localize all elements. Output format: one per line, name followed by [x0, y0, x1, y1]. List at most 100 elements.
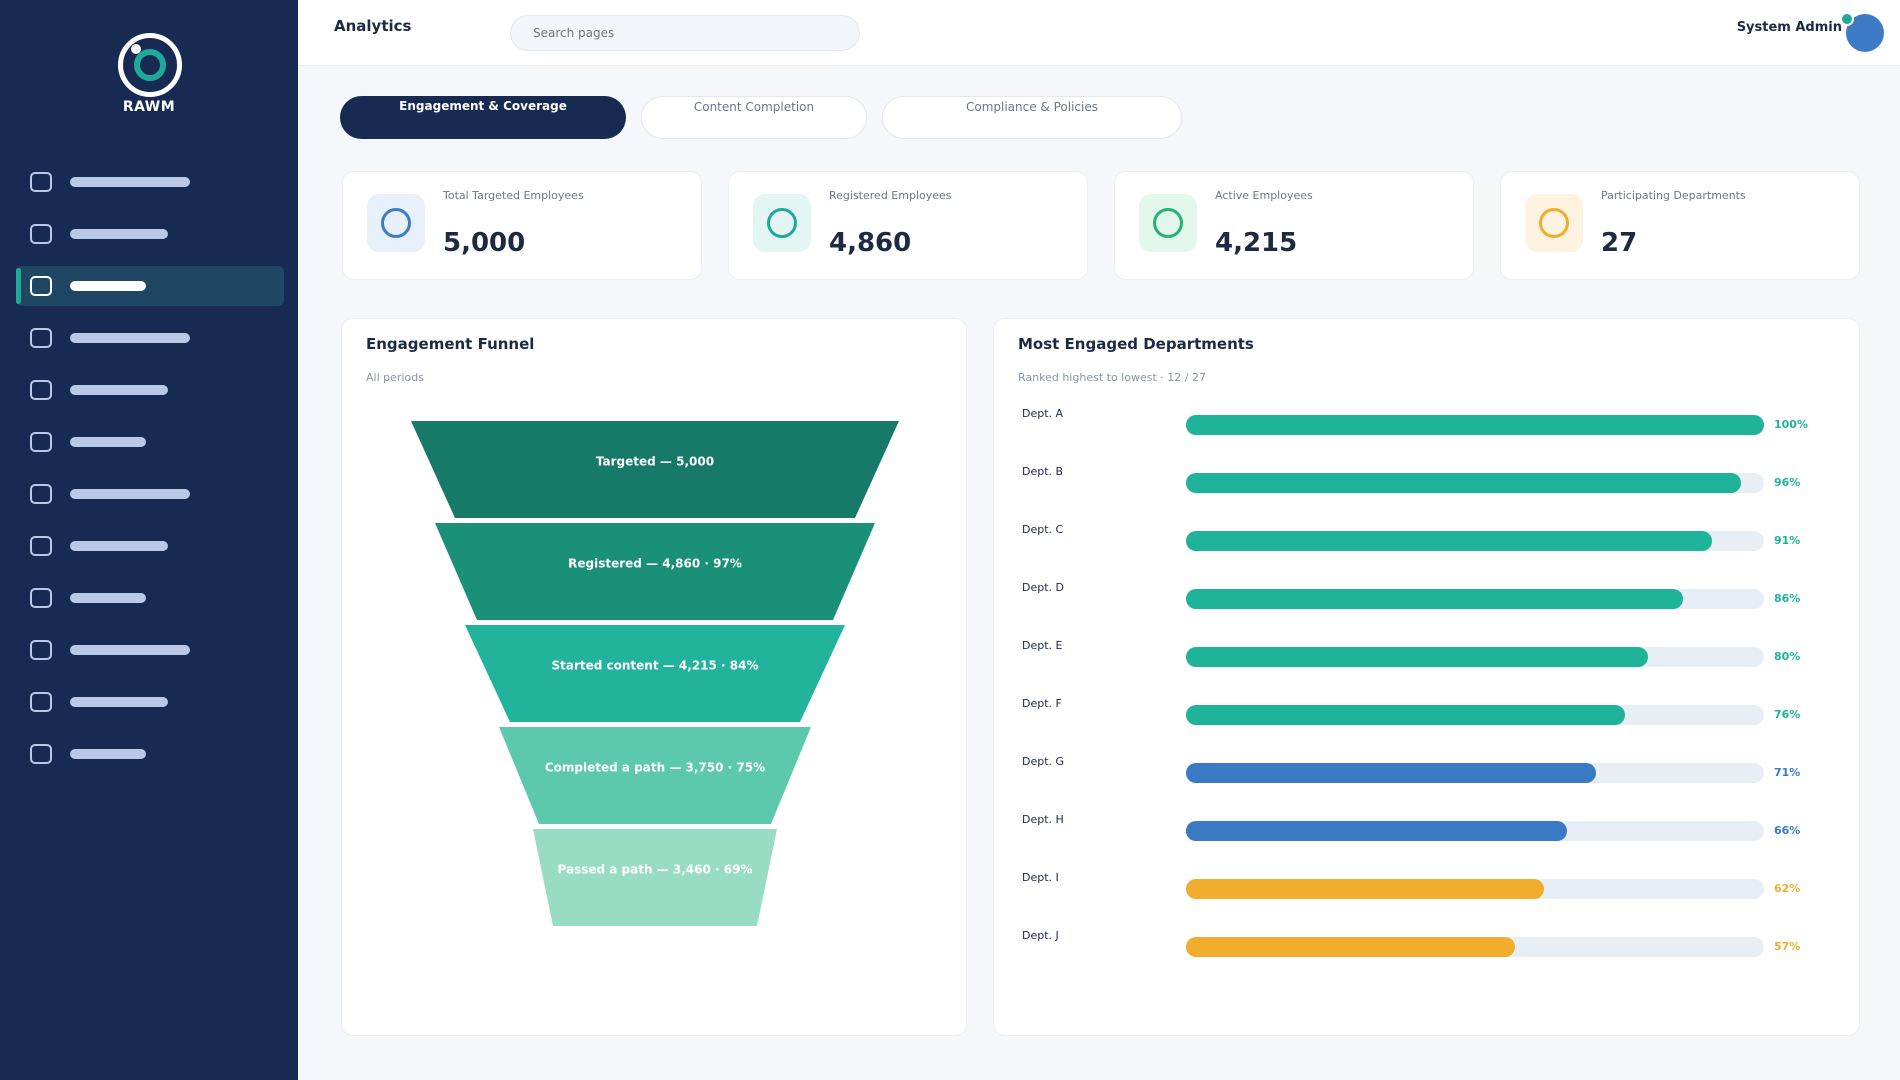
circle-icon — [1153, 208, 1183, 238]
sidebar-item[interactable] — [16, 162, 284, 202]
department-name: Dept. D — [1022, 581, 1064, 594]
department-bar — [1186, 879, 1545, 899]
department-bar-track — [1186, 763, 1764, 783]
department-percent: 86% — [1774, 592, 1801, 605]
kpi-label: Participating Departments — [1601, 189, 1746, 202]
search-input[interactable] — [510, 15, 860, 51]
sidebar-item[interactable] — [16, 682, 284, 722]
funnel-stage — [465, 625, 845, 722]
sidebar-item[interactable] — [16, 214, 284, 254]
brand-name: RAWM — [122, 99, 176, 115]
department-percent: 71% — [1774, 766, 1801, 779]
tab-label: Content Completion — [693, 100, 815, 114]
department-bar — [1186, 531, 1712, 551]
department-bar — [1186, 937, 1516, 957]
nav-label-placeholder — [70, 489, 190, 499]
nav-label-placeholder — [70, 645, 190, 655]
nav-square-icon — [30, 536, 52, 556]
panel-subtitle: Ranked highest to lowest · 12 / 27 — [1018, 371, 1206, 384]
kpi-icon-box — [1525, 194, 1583, 252]
tab-engagement-coverage[interactable]: Engagement & Coverage — [340, 96, 626, 139]
kpi-value: 4,860 — [829, 228, 912, 258]
topbar: Analytics System Admin — [298, 0, 1900, 66]
department-name: Dept. J — [1022, 929, 1059, 942]
logo-dot — [131, 44, 141, 54]
department-percent: 76% — [1774, 708, 1801, 721]
department-row: Dept. E 80% — [1018, 639, 1838, 669]
department-percent: 100% — [1774, 418, 1808, 431]
department-name: Dept. B — [1022, 465, 1064, 478]
funnel-stage-label: Targeted — 5,000 — [596, 455, 714, 469]
nav-label-placeholder — [70, 177, 190, 187]
department-percent: 96% — [1774, 476, 1801, 489]
engagement-funnel-panel: Engagement Funnel All periods Targeted —… — [341, 318, 967, 1036]
nav-square-icon — [30, 484, 52, 504]
circle-icon — [381, 208, 411, 238]
nav-square-icon — [30, 432, 52, 452]
nav-square-icon — [30, 276, 52, 296]
department-bar-track — [1186, 531, 1764, 551]
funnel-stage-label: Started content — 4,215 · 84% — [551, 659, 758, 673]
funnel-stage — [411, 421, 899, 518]
kpi-label: Registered Employees — [829, 189, 952, 202]
sidebar-item[interactable] — [16, 578, 284, 618]
nav-square-icon — [30, 224, 52, 244]
nav-label-placeholder — [70, 229, 168, 239]
nav-label-placeholder — [70, 749, 146, 759]
sidebar-item[interactable] — [16, 734, 284, 774]
department-row: Dept. H 66% — [1018, 813, 1838, 843]
sidebar-item[interactable] — [16, 422, 284, 462]
nav-square-icon — [30, 380, 52, 400]
nav-label-placeholder — [70, 281, 146, 291]
department-row: Dept. B 96% — [1018, 465, 1838, 495]
nav-square-icon — [30, 588, 52, 608]
department-bar — [1186, 647, 1649, 667]
funnel-chart: Targeted — 5,000 Registered — 4,860 · 97%… — [411, 421, 899, 926]
kpi-icon-box — [367, 194, 425, 252]
sidebar-item[interactable] — [16, 630, 284, 670]
kpi-card-active: Active Employees 4,215 — [1114, 171, 1474, 280]
funnel-stage-label: Completed a path — 3,750 · 75% — [545, 761, 765, 775]
sidebar-item[interactable] — [16, 318, 284, 358]
status-badge — [1840, 12, 1854, 26]
tab-label: Compliance & Policies — [965, 100, 1098, 114]
tab-compliance-policies[interactable]: Compliance & Policies — [882, 96, 1182, 139]
sidebar-item[interactable] — [16, 370, 284, 410]
department-name: Dept. F — [1022, 697, 1062, 710]
panel-title: Engagement Funnel — [366, 335, 535, 353]
kpi-card-departments: Participating Departments 27 — [1500, 171, 1860, 280]
department-row: Dept. J 57% — [1018, 929, 1838, 959]
department-bar — [1186, 415, 1764, 435]
kpi-label: Total Targeted Employees — [443, 189, 584, 202]
user-name[interactable]: System Admin — [1736, 20, 1842, 35]
nav-square-icon — [30, 172, 52, 192]
funnel-stage-label: Registered — 4,860 · 97% — [568, 557, 742, 571]
department-bar-track — [1186, 705, 1764, 725]
department-bar-track — [1186, 879, 1764, 899]
brand-logo — [118, 33, 182, 97]
kpi-card-total-targeted: Total Targeted Employees 5,000 — [342, 171, 702, 280]
department-percent: 80% — [1774, 650, 1801, 663]
funnel-stage — [499, 727, 811, 824]
department-bar-track — [1186, 473, 1764, 493]
sidebar-item[interactable] — [16, 474, 284, 514]
page-title: Analytics — [334, 17, 412, 35]
department-row: Dept. D 86% — [1018, 581, 1838, 611]
department-row: Dept. C 91% — [1018, 523, 1838, 553]
kpi-value: 27 — [1601, 228, 1638, 258]
department-bar — [1186, 821, 1568, 841]
funnel-stage — [533, 829, 777, 926]
panel-title: Most Engaged Departments — [1018, 335, 1254, 353]
department-row: Dept. G 71% — [1018, 755, 1838, 785]
kpi-value: 5,000 — [443, 228, 526, 258]
department-percent: 91% — [1774, 534, 1801, 547]
sidebar-item[interactable] — [16, 266, 284, 306]
nav-label-placeholder — [70, 385, 168, 395]
department-row: Dept. I 62% — [1018, 871, 1838, 901]
circle-icon — [767, 208, 797, 238]
tab-content-completion[interactable]: Content Completion — [641, 96, 867, 139]
department-bar — [1186, 705, 1626, 725]
sidebar-item[interactable] — [16, 526, 284, 566]
panel-subtitle: All periods — [366, 371, 424, 384]
department-bar-track — [1186, 647, 1764, 667]
